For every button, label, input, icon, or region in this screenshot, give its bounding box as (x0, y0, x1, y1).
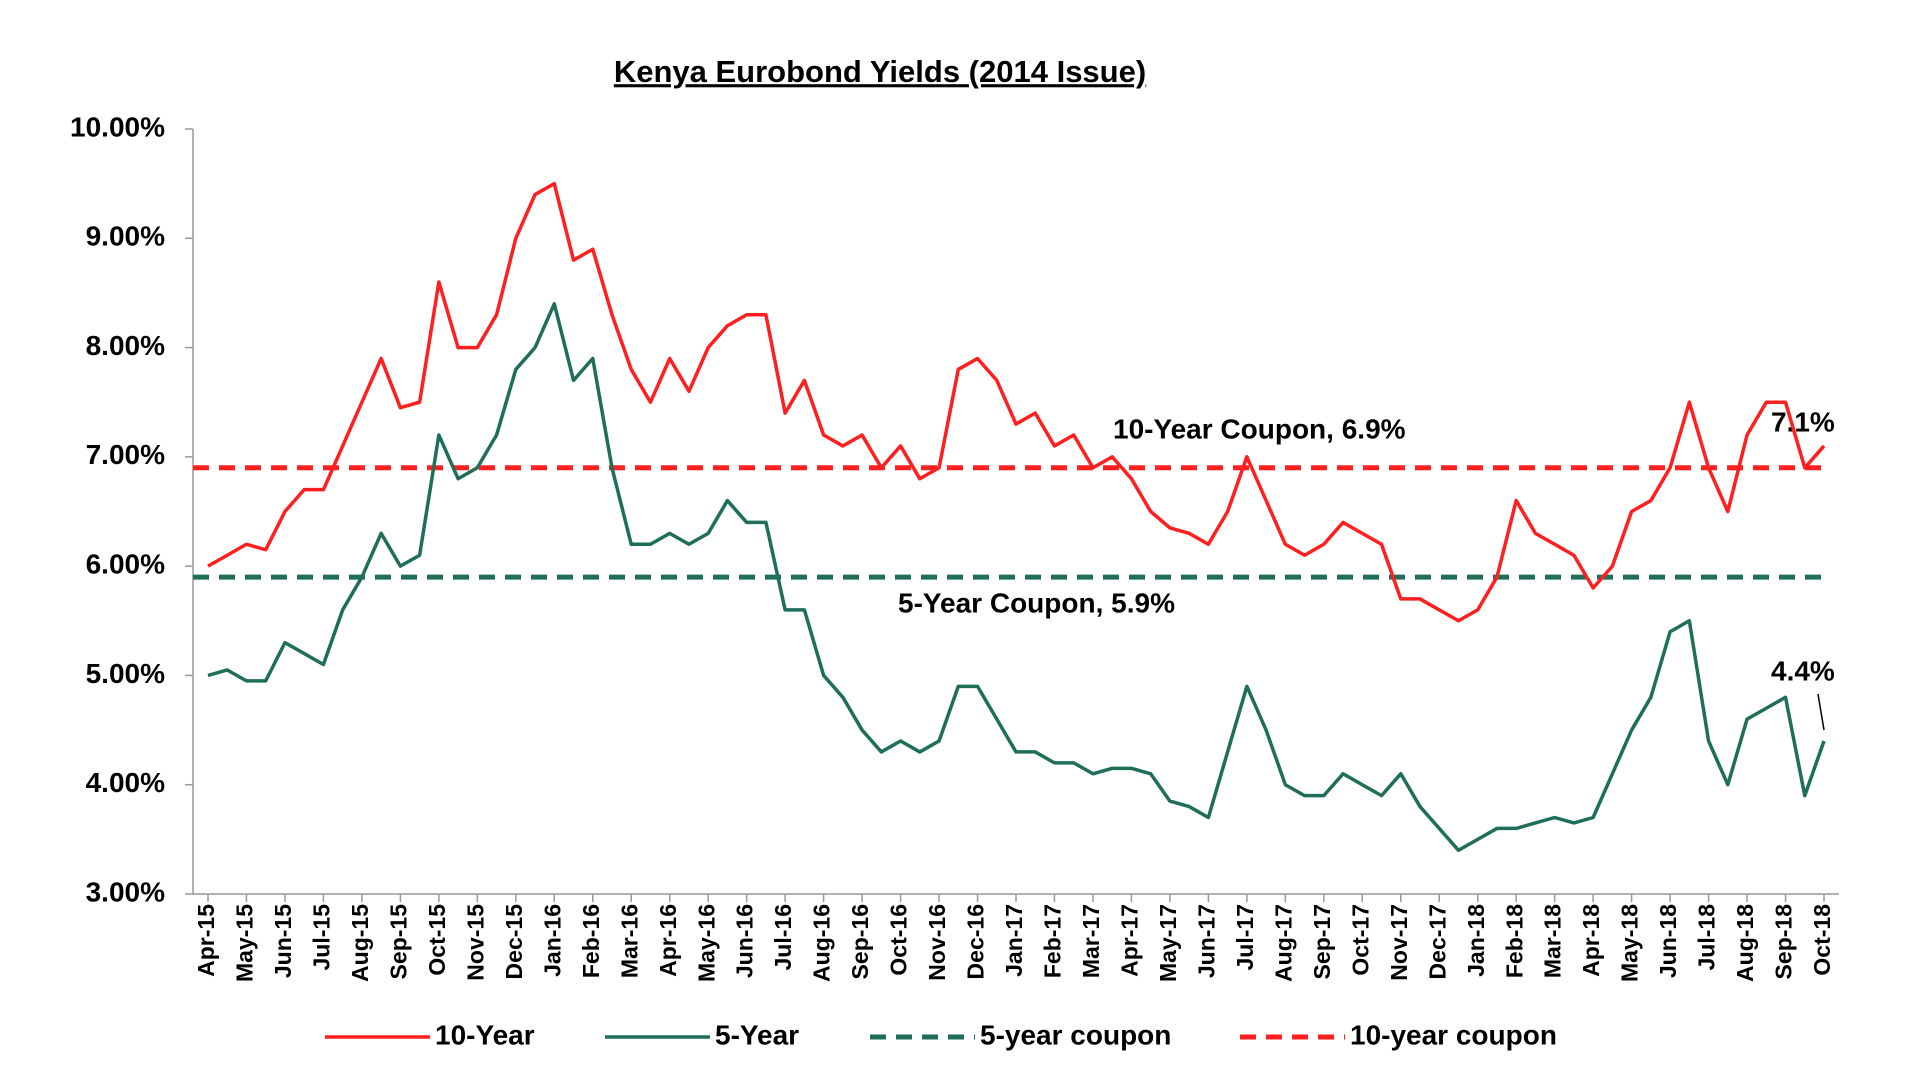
x-tick-label: Jul-16 (770, 904, 796, 970)
x-tick-label: Aug-16 (809, 904, 835, 982)
legend-label: 5-year coupon (980, 1019, 1171, 1050)
x-tick-label: Jun-15 (270, 904, 296, 978)
y-tick-label: 4.00% (86, 767, 165, 798)
annotation: 7.1% (1771, 406, 1835, 437)
annotation: 10-Year Coupon, 6.9% (1113, 413, 1406, 444)
x-tick-label: Jun-18 (1655, 904, 1681, 978)
x-tick-label: Jul-15 (309, 904, 335, 971)
x-tick-label: Apr-18 (1578, 904, 1604, 977)
x-tick-label: Nov-16 (924, 904, 950, 981)
annotation-leader (1817, 693, 1825, 731)
x-tick-label: Aug-15 (347, 904, 373, 982)
x-tick-label: Sep-16 (847, 904, 873, 979)
x-tick-label: Jan-18 (1463, 904, 1489, 977)
x-tick-label: Sep-15 (385, 904, 411, 980)
x-tick-label: Jan-16 (539, 904, 565, 977)
annotation: 5-Year Coupon, 5.9% (898, 587, 1175, 618)
y-tick-label: 7.00% (86, 439, 165, 470)
legend-label: 10-year coupon (1350, 1019, 1557, 1050)
x-tick-label: May-17 (1155, 904, 1181, 982)
x-tick-label: Oct-16 (886, 904, 912, 976)
x-tick-label: Apr-15 (193, 904, 219, 977)
x-tick-label: Jul-18 (1694, 904, 1720, 971)
annotation: 4.4% (1771, 655, 1835, 686)
x-tick-label: Aug-17 (1270, 904, 1296, 982)
x-tick-label: Feb-17 (1040, 904, 1066, 978)
x-tick-label: Dec-15 (501, 904, 527, 980)
x-tick-label: Feb-18 (1501, 904, 1527, 978)
legend-label: 10-Year (435, 1019, 535, 1050)
x-tick-label: May-15 (232, 904, 258, 982)
x-tick-label: Jun-17 (1193, 904, 1219, 978)
y-tick-label: 10.00% (70, 111, 165, 142)
x-tick-label: May-18 (1617, 904, 1643, 982)
x-tick-label: Sep-18 (1771, 904, 1797, 980)
x-tick-label: Oct-17 (1347, 904, 1373, 976)
x-tick-label: Mar-18 (1540, 904, 1566, 978)
y-tick-label: 8.00% (86, 330, 165, 361)
x-tick-label: May-16 (693, 904, 719, 982)
x-tick-label: Sep-17 (1309, 904, 1335, 979)
x-tick-label: Apr-17 (1117, 904, 1143, 977)
legend-label: 5-Year (715, 1019, 799, 1050)
x-tick-label: Oct-15 (424, 904, 450, 976)
x-tick-label: Jan-17 (1001, 904, 1027, 977)
chart-title: Kenya Eurobond Yields (2014 Issue) (614, 54, 1146, 89)
x-tick-label: Mar-16 (616, 904, 642, 978)
y-tick-label: 5.00% (86, 658, 165, 689)
series-line (207, 181, 1826, 623)
y-tick-label: 6.00% (86, 549, 165, 580)
x-tick-label: Mar-17 (1078, 904, 1104, 978)
x-tick-label: Dec-16 (963, 904, 989, 979)
x-tick-label: Jul-17 (1232, 904, 1258, 970)
x-tick-label: Nov-15 (462, 904, 488, 981)
y-tick-label: 9.00% (86, 221, 165, 252)
x-tick-label: Jun-16 (732, 904, 758, 978)
x-tick-label: Dec-17 (1424, 904, 1450, 979)
y-tick-label: 3.00% (86, 876, 165, 907)
x-tick-label: Apr-16 (655, 904, 681, 977)
x-tick-label: Feb-16 (578, 904, 604, 978)
x-tick-label: Aug-18 (1732, 904, 1758, 982)
x-tick-label: Nov-17 (1386, 904, 1412, 981)
series-line (207, 302, 1826, 853)
x-tick-label: Oct-18 (1809, 904, 1835, 976)
